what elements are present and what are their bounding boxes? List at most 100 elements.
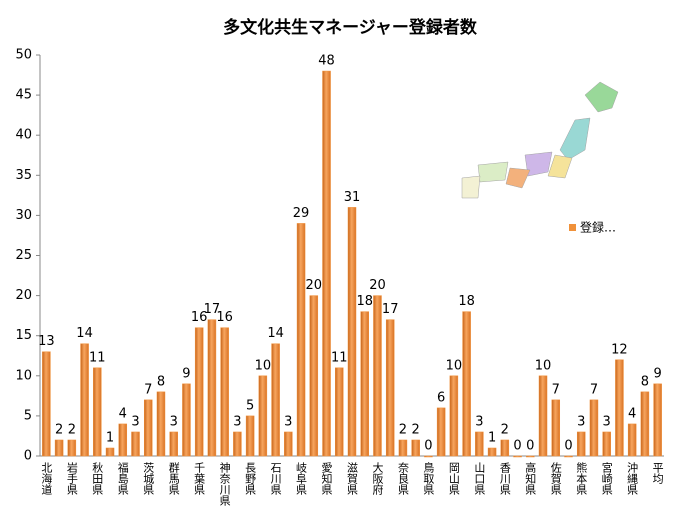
bar	[207, 319, 217, 457]
x-tick-label: 岐阜県	[295, 462, 308, 496]
x-tick-label: 群馬県	[167, 461, 180, 496]
data-label: 0	[526, 439, 534, 454]
bar	[131, 431, 140, 457]
x-tick-label: 沖縄県	[626, 462, 639, 496]
data-label: 8	[641, 374, 649, 389]
x-tick-label: 熊本県	[575, 461, 588, 496]
data-label: 9	[653, 366, 661, 381]
bar	[322, 70, 331, 457]
data-label: 9	[182, 366, 190, 381]
data-label: 7	[552, 382, 560, 397]
y-tick-label: 50	[15, 48, 32, 63]
data-label: 11	[331, 350, 348, 365]
x-tick-label: 平均	[651, 462, 664, 485]
y-tick-label: 45	[15, 88, 32, 103]
bar	[245, 415, 255, 457]
bar	[462, 311, 471, 457]
bar	[373, 295, 382, 457]
data-label: 14	[267, 326, 284, 341]
data-label: 5	[246, 398, 254, 413]
bar	[640, 391, 650, 457]
data-label: 0	[513, 439, 521, 454]
data-label: 2	[55, 422, 63, 437]
y-tick-label: 15	[15, 328, 32, 343]
x-tick-label: 北海道	[40, 462, 53, 495]
y-tick-label: 20	[15, 288, 32, 303]
legend-label: 登録…	[580, 220, 616, 235]
x-tick-label: 長野県	[244, 462, 257, 496]
data-label: 3	[131, 414, 139, 429]
data-label: 48	[318, 54, 335, 69]
data-label: 13	[38, 334, 55, 349]
bar	[335, 367, 344, 457]
bar	[602, 431, 611, 457]
y-tick-label: 10	[15, 368, 32, 383]
data-label: 12	[611, 342, 628, 357]
y-tick-label: 5	[24, 408, 32, 423]
bar	[80, 343, 89, 457]
data-label: 3	[170, 414, 178, 429]
bar	[347, 207, 357, 457]
data-label: 0	[424, 439, 432, 454]
x-tick-label: 岡山県	[447, 462, 460, 496]
bar	[411, 439, 420, 457]
data-label: 3	[603, 414, 611, 429]
data-label: 2	[501, 422, 509, 437]
x-tick-label: 石川県	[269, 462, 282, 496]
x-tick-label: 茨城県	[142, 461, 155, 496]
map-decoration	[461, 81, 619, 199]
x-tick-label: 奈良県	[396, 461, 409, 496]
bar	[513, 455, 522, 458]
data-label: 16	[191, 310, 208, 325]
bar	[385, 319, 395, 457]
x-tick-label: 岩手県	[65, 461, 78, 496]
data-label: 7	[590, 382, 598, 397]
x-tick-label: 大阪府	[371, 461, 384, 496]
bar	[424, 455, 433, 458]
bar	[233, 431, 242, 457]
data-label: 10	[255, 358, 272, 373]
bar	[271, 343, 280, 457]
bar	[653, 383, 662, 457]
bar	[54, 439, 64, 457]
data-label: 20	[369, 278, 386, 293]
x-tick-label: 秋田県	[91, 461, 104, 496]
y-tick-label: 25	[15, 248, 32, 263]
bar	[564, 455, 573, 458]
bar	[589, 399, 599, 457]
bar	[360, 311, 369, 457]
data-label: 4	[119, 406, 127, 421]
data-label: 2	[68, 422, 76, 437]
data-label: 6	[437, 390, 445, 405]
x-tick-label: 愛知県	[320, 462, 333, 496]
x-tick-label: 宮崎県	[600, 461, 613, 496]
data-label: 2	[399, 422, 407, 437]
bar	[93, 367, 102, 457]
bar	[449, 375, 459, 457]
chart-title: 多文化共生マネージャー登録者数	[223, 17, 478, 38]
bar	[576, 431, 586, 457]
x-tick-label: 香川県	[498, 462, 511, 496]
y-tick-label: 30	[15, 208, 32, 223]
data-label: 17	[204, 302, 221, 317]
bar	[615, 359, 624, 457]
bar	[156, 391, 166, 457]
x-tick-label: 山口県	[473, 462, 486, 496]
bar	[105, 447, 115, 457]
data-label: 0	[564, 439, 572, 454]
bar	[551, 399, 561, 457]
x-tick-label: 神奈川県	[218, 461, 231, 507]
y-tick-label: 0	[24, 449, 32, 464]
x-tick-label: 鳥取県	[422, 461, 435, 496]
data-label: 1	[106, 430, 114, 445]
y-tick-label: 40	[15, 128, 32, 143]
data-label: 1	[488, 430, 496, 445]
bar	[258, 375, 268, 457]
data-label: 4	[628, 406, 636, 421]
data-label: 17	[382, 302, 399, 317]
bar	[194, 327, 204, 457]
data-label: 3	[475, 414, 483, 429]
data-label: 16	[216, 310, 233, 325]
bar	[500, 439, 510, 457]
